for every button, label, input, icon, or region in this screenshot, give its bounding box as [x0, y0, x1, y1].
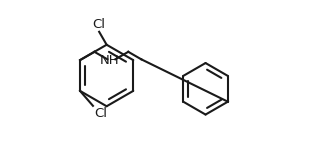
- Text: Cl: Cl: [95, 107, 107, 120]
- Text: Cl: Cl: [93, 18, 106, 31]
- Text: NH: NH: [100, 55, 120, 67]
